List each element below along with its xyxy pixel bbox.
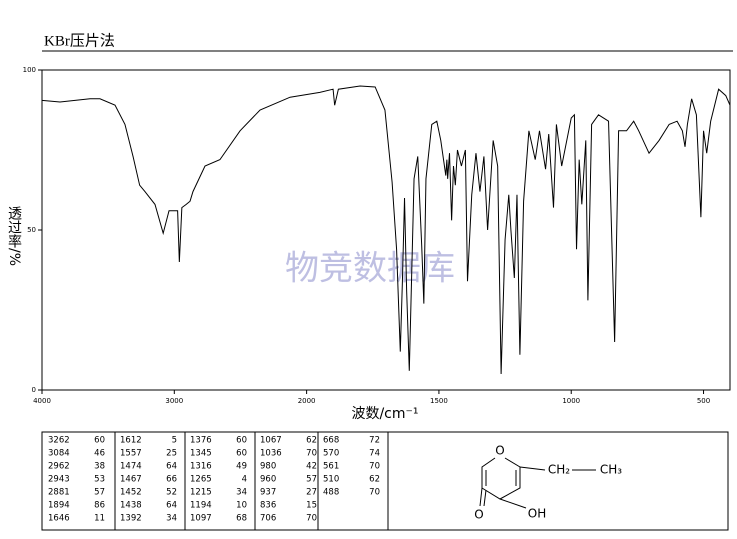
peak-transmittance: 74: [369, 449, 380, 459]
peak-transmittance: 10: [236, 501, 247, 511]
peak-transmittance: 57: [306, 475, 317, 485]
peak-wavenumber: 2962: [48, 462, 70, 472]
carbonyl-oxygen: O: [474, 508, 483, 522]
peak-wavenumber: 3262: [48, 436, 70, 446]
peak-transmittance: 49: [236, 462, 247, 472]
peak-transmittance: 34: [236, 488, 247, 498]
peak-wavenumber: 1612: [120, 436, 142, 446]
peak-transmittance: 66: [166, 475, 177, 485]
header: KBr压片法: [44, 32, 115, 49]
table-dividers: [114, 432, 389, 530]
hydroxyl: OH: [528, 507, 546, 521]
structure-bonds: [479, 457, 596, 509]
peak-transmittance: 64: [166, 501, 177, 511]
ch3-group: CH₃: [600, 463, 622, 477]
peak-wavenumber: 1467: [120, 475, 142, 485]
peak-wavenumber: 1265: [190, 475, 212, 485]
peak-wavenumber: 561: [323, 462, 339, 472]
peak-wavenumber: 980: [260, 462, 276, 472]
peak-transmittance: 5: [172, 436, 177, 446]
x-axis-label: 波数/cm⁻¹: [351, 406, 418, 422]
y-tick-label: 0: [32, 386, 36, 394]
spectrum-line: [41, 85, 731, 375]
peak-transmittance: 11: [94, 514, 105, 524]
peak-transmittance: 64: [166, 462, 177, 472]
peak-wavenumber: 960: [260, 475, 276, 485]
y-tick-label: 50: [27, 226, 36, 234]
ring-oxygen: O: [495, 444, 504, 458]
peak-wavenumber: 937: [260, 488, 276, 498]
x-tick-label: 3000: [165, 397, 183, 405]
peak-wavenumber: 1067: [260, 436, 282, 446]
x-tick-label: 1000: [562, 397, 580, 405]
watermark: 物竞数据库: [285, 249, 455, 289]
peak-transmittance: 53: [94, 475, 105, 485]
peak-wavenumber: 2881: [48, 488, 70, 498]
peak-wavenumber: 836: [260, 501, 276, 511]
peak-transmittance: 60: [236, 436, 247, 446]
peak-transmittance: 52: [166, 488, 177, 498]
peak-wavenumber: 1474: [120, 462, 142, 472]
peak-transmittance: 68: [236, 514, 247, 524]
peak-transmittance: 57: [94, 488, 105, 498]
peak-wavenumber: 1215: [190, 488, 212, 498]
peak-transmittance: 62: [306, 436, 317, 446]
peak-wavenumber: 1316: [190, 462, 212, 472]
peak-transmittance: 72: [369, 436, 380, 446]
y-tick-label: 100: [23, 66, 36, 74]
peak-wavenumber: 1646: [48, 514, 70, 524]
x-tick-label: 500: [697, 397, 710, 405]
peak-wavenumber: 1097: [190, 514, 212, 524]
peak-transmittance: 42: [306, 462, 317, 472]
peak-wavenumber: 570: [323, 449, 339, 459]
table-frame: [41, 431, 729, 531]
peak-transmittance: 15: [306, 501, 317, 511]
peak-transmittance: 60: [94, 436, 105, 446]
peak-wavenumber: 488: [323, 488, 339, 498]
peak-wavenumber: 1894: [48, 501, 70, 511]
peak-transmittance: 4: [242, 475, 247, 485]
peak-transmittance: 38: [94, 462, 105, 472]
peak-transmittance: 70: [306, 449, 317, 459]
x-tick-label: 2000: [298, 397, 316, 405]
peak-wavenumber: 1557: [120, 449, 142, 459]
peak-wavenumber: 1345: [190, 449, 212, 459]
peak-transmittance: 25: [166, 449, 177, 459]
x-tick-label: 1500: [430, 397, 448, 405]
y-axis-label: 透过率/%: [6, 206, 22, 266]
ch2-group: CH₂: [548, 463, 570, 477]
peak-transmittance: 27: [306, 488, 317, 498]
peak-wavenumber: 706: [260, 514, 276, 524]
x-tick-label: 4000: [33, 397, 51, 405]
peak-transmittance: 70: [369, 488, 380, 498]
peak-wavenumber: 3084: [48, 449, 70, 459]
peak-wavenumber: 1438: [120, 501, 142, 511]
peak-wavenumber: 510: [323, 475, 339, 485]
peak-transmittance: 34: [166, 514, 177, 524]
peak-wavenumber: 1194: [190, 501, 212, 511]
peak-wavenumber: 1392: [120, 514, 142, 524]
peak-wavenumber: 1036: [260, 449, 282, 459]
peak-transmittance: 60: [236, 449, 247, 459]
peak-transmittance: 62: [369, 475, 380, 485]
peak-wavenumber: 668: [323, 436, 339, 446]
peak-wavenumber: 2943: [48, 475, 70, 485]
peak-wavenumber: 1452: [120, 488, 142, 498]
peak-wavenumber: 1376: [190, 436, 212, 446]
peak-transmittance: 70: [369, 462, 380, 472]
peak-transmittance: 86: [94, 501, 105, 511]
peak-transmittance: 70: [306, 514, 317, 524]
peak-transmittance: 46: [94, 449, 105, 459]
